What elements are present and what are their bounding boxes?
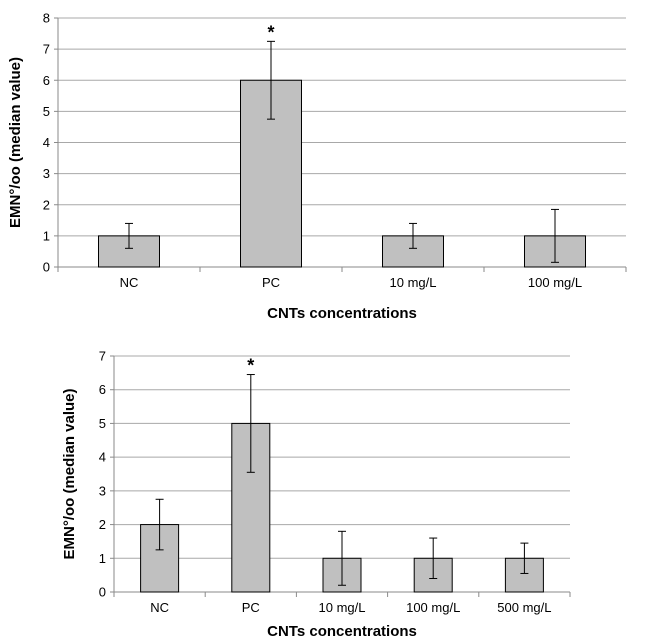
x-tick-label: NC <box>150 600 169 615</box>
y-tick-label: 6 <box>99 382 106 397</box>
y-tick-label: 4 <box>99 450 106 465</box>
y-tick-label: 0 <box>99 585 106 600</box>
x-tick-label: 100 mg/L <box>528 275 582 290</box>
chart-bottom: 0 1 2 3 4 5 6 7 NC * PC 10 mg/L 100 mg/L 500 mg/L CNTs… <box>61 349 571 639</box>
y-tick-label: 7 <box>99 349 106 364</box>
y-tick-label: 0 <box>43 260 50 275</box>
chart-top: 0 1 2 3 4 5 6 7 8 NC * PC 10 mg/L 100 mg/L CNTs concen… <box>7 11 627 322</box>
y-axis-title: EMN°/oo (median value) <box>7 57 24 228</box>
x-tick-label: 100 mg/L <box>406 600 460 615</box>
y-tick-label: 2 <box>99 517 106 532</box>
y-tick-label: 1 <box>99 551 106 566</box>
x-axis-title: CNTs concentrations <box>267 623 417 639</box>
x-axis-title: CNTs concentrations <box>267 305 417 322</box>
x-tick-label: PC <box>262 275 280 290</box>
significance-marker: * <box>267 22 274 42</box>
y-tick-label: 5 <box>43 104 50 119</box>
y-tick-label: 3 <box>43 166 50 181</box>
y-tick-label: 1 <box>43 228 50 243</box>
x-tick-label: PC <box>242 600 260 615</box>
x-tick-label: 10 mg/L <box>390 275 437 290</box>
y-tick-label: 5 <box>99 416 106 431</box>
x-tick-label: 500 mg/L <box>497 600 551 615</box>
y-tick-label: 6 <box>43 73 50 88</box>
x-tick-label: 10 mg/L <box>319 600 366 615</box>
y-tick-label: 2 <box>43 197 50 212</box>
x-tick-label: NC <box>120 275 139 290</box>
y-tick-label: 7 <box>43 42 50 57</box>
y-tick-label: 4 <box>43 135 50 150</box>
y-tick-label: 8 <box>43 11 50 26</box>
y-tick-label: 3 <box>99 483 106 498</box>
significance-marker: * <box>247 356 254 376</box>
y-axis-title: EMN°/oo (median value) <box>61 388 78 559</box>
